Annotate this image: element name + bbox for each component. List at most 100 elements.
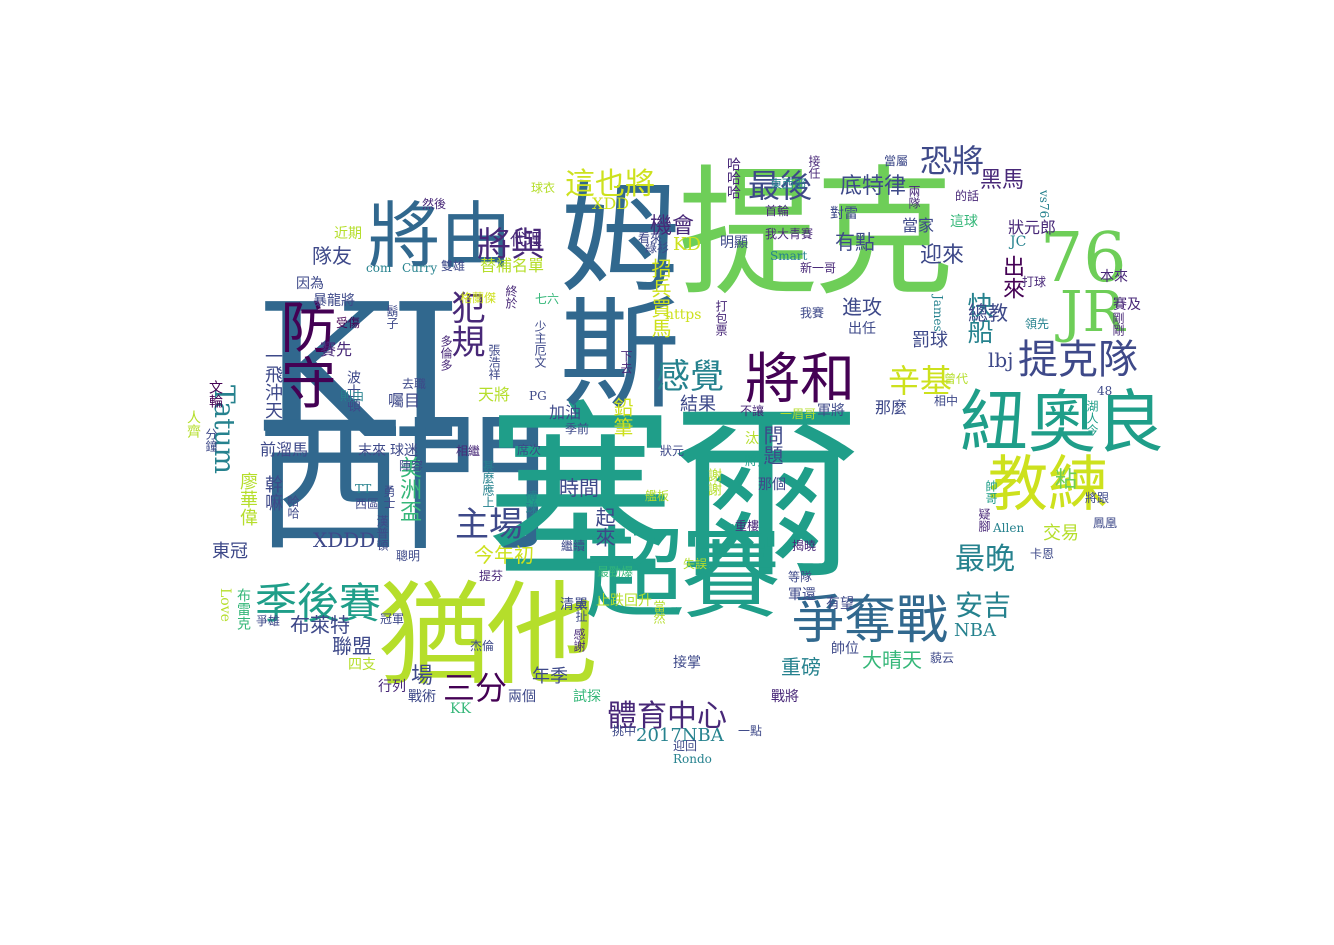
cloud-word: Love [217, 588, 233, 622]
cloud-word: 四支 [348, 657, 376, 673]
cloud-word: 隊友 [312, 244, 352, 268]
cloud-word: 分鐘 [204, 428, 218, 452]
cloud-word: 這球 [950, 214, 978, 230]
cloud-word: https [665, 307, 702, 323]
cloud-word: 我大青賽 [765, 227, 814, 241]
cloud-word: 末來 [358, 443, 386, 459]
cloud-word: 提克 [678, 153, 954, 316]
cloud-word: 揭曉 [792, 539, 817, 553]
cloud-word: XDDD [313, 528, 376, 552]
cloud-word: 感覺 [656, 357, 724, 397]
cloud-word: 終於 [504, 285, 518, 309]
cloud-word: 那麼 [875, 398, 908, 417]
cloud-word: 布雷克 [235, 588, 251, 630]
cloud-word: 鳳凰 [1093, 516, 1118, 530]
cloud-word: 領先 [1025, 317, 1050, 331]
cloud-word: 防守 [271, 298, 336, 410]
cloud-word: 傅球 [524, 490, 538, 514]
cloud-word: 對雷 [830, 206, 858, 222]
cloud-word: 年季 [532, 666, 568, 687]
cloud-word: 當家 [902, 216, 935, 235]
cloud-word: 爭奪戰 [792, 591, 949, 651]
cloud-word: 西門 [255, 398, 551, 572]
cloud-word: 聰明 [396, 549, 421, 563]
cloud-word: 結果 [680, 394, 716, 415]
cloud-word: 廖華偉 [237, 472, 258, 526]
cloud-word: 安吉 [955, 589, 1012, 622]
cloud-word: TT [355, 482, 372, 496]
cloud-word: 狀元 [660, 444, 685, 458]
cloud-word: 下去 [619, 350, 633, 374]
cloud-word: 三分 [443, 669, 508, 707]
cloud-word: 冠軍 [380, 612, 405, 626]
cloud-word: 試探 [573, 689, 601, 705]
cloud-word: 兩隊 [907, 185, 921, 209]
cloud-word: 七六 [535, 292, 560, 306]
cloud-word: 格蘭傑 [460, 291, 497, 305]
cloud-word: 2017NBA [636, 725, 724, 746]
cloud-word: 犯規 [445, 290, 485, 358]
cloud-word: 波士頓 [345, 370, 361, 412]
cloud-word: 交易 [1043, 523, 1079, 544]
cloud-word: 則由 [340, 389, 365, 403]
cloud-word: 總教 [968, 301, 1008, 325]
cloud-word: 那個 [758, 477, 786, 493]
cloud-word: 聯盟 [332, 634, 372, 658]
cloud-word: 超賽 [585, 516, 781, 633]
cloud-word: 受傷 [336, 316, 361, 330]
cloud-word: 迎來 [920, 243, 965, 268]
cloud-word: 今年初 [474, 543, 534, 567]
cloud-word: 時間 [559, 476, 599, 500]
cloud-word: 鬍子 [385, 305, 399, 329]
cloud-word: 囑目 [388, 391, 421, 410]
cloud-word: 接掌 [673, 655, 701, 671]
cloud-word: 問題 [760, 425, 784, 465]
cloud-word: JR [1060, 280, 1125, 345]
cloud-word: 人齊 [185, 410, 201, 438]
cloud-word: 漢普頓 [375, 515, 389, 551]
cloud-word: 不讓 [740, 404, 765, 418]
cloud-word: 然後 [422, 197, 447, 211]
cloud-word: 將與 [477, 225, 545, 265]
cloud-word: 進攻 [842, 295, 882, 319]
cloud-word: 東冠 [212, 541, 248, 562]
cloud-word: 布萊特 [290, 613, 350, 637]
cloud-word: 多倫多 [439, 335, 453, 371]
cloud-word: 軍將 [817, 403, 845, 419]
cloud-word: 首輪 [765, 204, 790, 218]
cloud-word: 止跌回升 [596, 593, 652, 609]
cloud-word: 加油 [549, 403, 582, 422]
cloud-word: KI [255, 264, 462, 480]
cloud-word: 重樓 [735, 519, 760, 533]
cloud-word: 機會 [650, 214, 695, 239]
cloud-word: 明顯 [720, 235, 748, 251]
cloud-word: 相繼 [456, 444, 481, 458]
cloud-word: 卡恩 [1030, 547, 1055, 561]
cloud-word: 球衣 [531, 181, 556, 195]
cloud-word: 有望 [826, 596, 854, 612]
cloud-word: 迎回 [673, 739, 698, 753]
cloud-word: 體育中心 [607, 699, 727, 734]
cloud-word: 有點 [835, 230, 875, 254]
cloud-word: 這也將 [565, 167, 655, 202]
cloud-word: 鉛筆 [610, 397, 634, 437]
cloud-word: James [931, 295, 945, 332]
cloud-word: 張浩祥 [487, 344, 501, 380]
cloud-word: 甚麼應上 [481, 460, 495, 508]
cloud-word: 謝謝 [706, 468, 722, 496]
cloud-word: 杰倫 [470, 639, 495, 653]
cloud-word: 相中 [934, 394, 959, 408]
cloud-word: 戰將 [771, 689, 799, 705]
cloud-word: 兩個 [508, 689, 536, 705]
cloud-word: 罰球 [912, 330, 948, 351]
cloud-word: 將由 [368, 194, 513, 278]
cloud-word: Smart [770, 249, 808, 263]
cloud-word: KD [673, 234, 701, 255]
cloud-word: 幹嘛 [262, 475, 283, 511]
cloud-word: 提克隊 [1018, 337, 1138, 383]
cloud-word: 等隊 [788, 570, 813, 584]
cloud-word: 陣容 [399, 459, 424, 473]
cloud-word: 最後 [748, 167, 813, 205]
cloud-word: 提芬 [479, 569, 504, 583]
